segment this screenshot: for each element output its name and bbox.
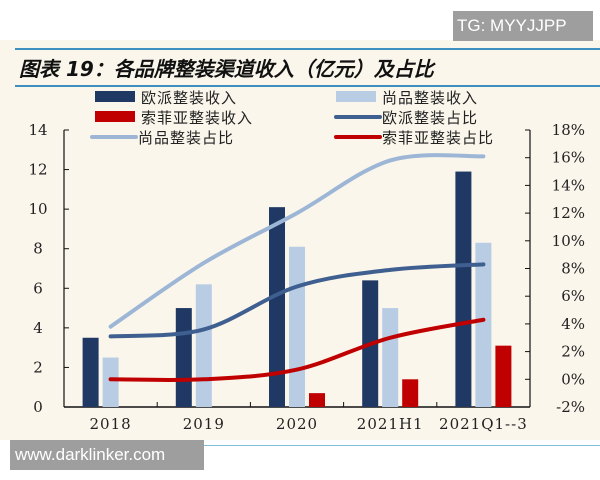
bar-sofia [402,379,419,407]
right-tick-label: -2% [556,398,585,416]
right-tick-label: 14% [552,176,585,194]
right-tick-label: 16% [552,149,585,167]
right-tick-label: 6% [561,287,585,305]
right-tick-label: 2% [561,343,585,361]
right-tick-label: 12% [552,204,585,222]
line-sofia-share [108,317,486,383]
bar-shangpin [475,242,492,407]
legend-swatch [95,91,135,102]
left-tick-label: 2 [33,358,43,376]
divider [15,445,600,446]
left-tick-label: 4 [33,319,43,337]
bar-shangpin [289,246,305,407]
right-tick-label: 10% [552,232,585,250]
line-oupai-share [108,262,486,339]
right-tick-label: 18% [552,121,585,139]
x-tick-label: 2020 [276,415,318,433]
left-tick-label: 8 [33,240,43,258]
bar-shangpin [102,357,119,407]
legend-swatch [95,111,135,122]
left-tick-label: 14 [28,121,47,139]
bar-shangpin [382,308,399,407]
legend-label: 索菲亚整装收入 [141,109,253,127]
watermark-bottom: www.darklinker.com [10,440,204,470]
chart-title: 图表 19：各品牌整装渠道收入（亿元）及占比 [19,57,434,81]
right-tick-label: 0% [561,370,585,388]
left-tick-label: 0 [33,398,43,416]
line-shangpin-share [108,153,486,329]
legend-label: 尚品整装占比 [138,129,234,147]
bar-sofia [495,345,512,407]
left-tick-label: 12 [28,161,47,179]
bar-sofia [309,393,325,407]
left-tick-label: 10 [28,200,47,218]
right-tick-label: 4% [561,315,585,333]
bar-shangpin [195,284,212,407]
legend-label: 欧派整装收入 [141,89,237,107]
bar-oupai [175,308,192,407]
x-tick-label: 2019 [183,415,225,433]
legend-label: 索菲亚整装占比 [382,129,494,147]
x-tick-label: 2021H1 [357,415,424,433]
right-tick-label: 8% [561,260,585,278]
watermark-top: TG: MYYJJPP [453,11,593,41]
title-bar: 图表 19：各品牌整装渠道收入（亿元）及占比 [15,48,600,87]
legend-label: 尚品整装收入 [382,89,478,107]
bar-oupai [455,171,472,407]
x-tick-label: 2018 [90,415,132,433]
bar-oupai [82,337,99,407]
left-tick-label: 6 [33,279,43,297]
legend-swatch [336,91,376,102]
legend-label: 欧派整装占比 [382,109,478,127]
bar-oupai [269,207,285,407]
x-tick-label: 2021Q1--3 [439,415,528,433]
